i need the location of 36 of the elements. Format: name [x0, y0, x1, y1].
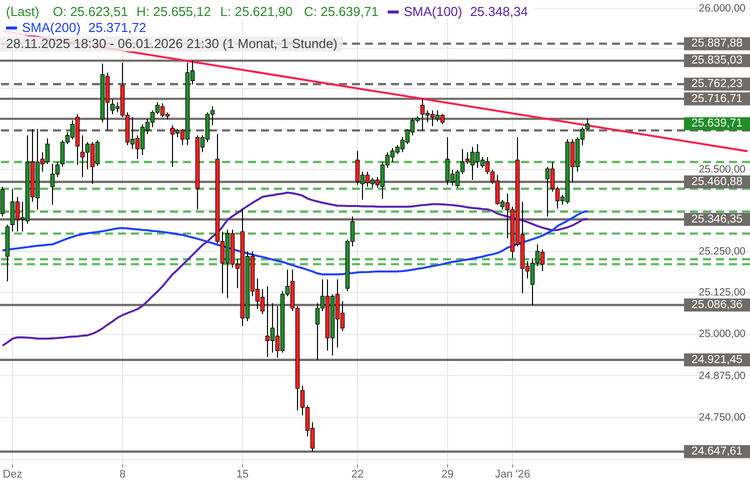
x-tick-label: 29: [441, 468, 454, 480]
ref-line-label: 25.716,71: [691, 92, 743, 105]
ref-line-label: 25.346,35: [691, 213, 743, 226]
y-tick-label: 25.500,00: [698, 164, 746, 176]
legend-label: SMA(200): [22, 20, 81, 35]
y-tick-label: 24.875,00: [698, 370, 746, 382]
y-tick-label: 25.000,00: [698, 328, 746, 340]
ref-line-label: 25.887,88: [691, 38, 743, 50]
ref-line-label: 25.086,36: [691, 299, 743, 312]
ref-line-label: 25.835,03: [691, 54, 743, 67]
line-series: [2, 210, 588, 276]
x-tick-label: Jan '26: [494, 468, 530, 480]
annotation: 25.348,34: [470, 4, 528, 19]
annotation: O: 25.623,51: [52, 4, 128, 19]
x-tick-label: 22: [351, 468, 364, 480]
x-tick-label: Dez: [2, 468, 22, 480]
y-tick-label: 26.000,00: [698, 2, 746, 14]
y-tick-label: 25.125,00: [698, 286, 746, 299]
annotation: H: 25.655,12: [136, 4, 212, 19]
annotation: 25.371,72: [88, 20, 146, 35]
candlestick: [0, 186, 5, 218]
x-tick-label: 15: [236, 468, 249, 480]
ref-line-label: 25.762,23: [691, 78, 743, 90]
text: 28.11.2025 18:30 - 06.01.2026 21:30 (1 Monat, 1 Stunde): [6, 36, 338, 51]
annotation: 25.639,71: [691, 118, 743, 130]
annotation: L: 25.621,90: [220, 4, 293, 19]
annotation: C: 25.639,71: [304, 4, 378, 19]
y-tick-label: 24.750,00: [698, 412, 746, 424]
ref-line-label: 24.647,61: [691, 446, 743, 458]
line-series: [2, 192, 588, 347]
legend-label: SMA(100): [404, 4, 462, 19]
chart-title: (Last): [6, 4, 40, 19]
y-tick-label: 25.250,00: [698, 246, 746, 258]
ref-line-label: 25.460,88: [691, 176, 743, 188]
ref-line-label: 24.921,45: [691, 354, 743, 366]
x-tick-label: 8: [119, 468, 126, 480]
